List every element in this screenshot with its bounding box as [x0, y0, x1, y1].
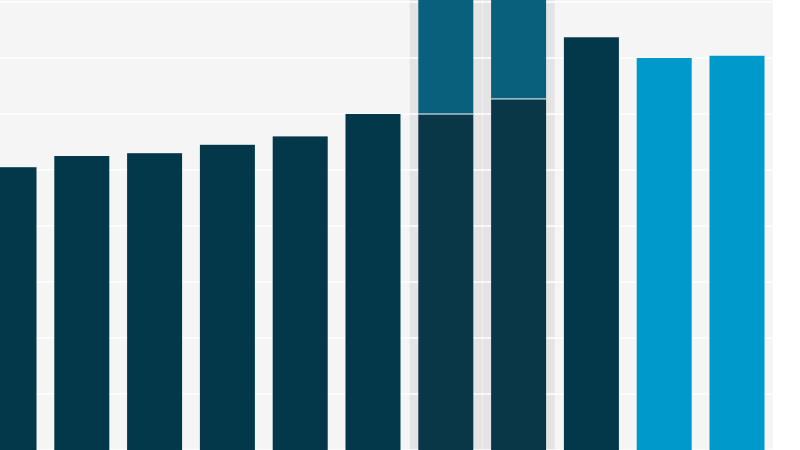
- bar-3-series-0: [199, 144, 255, 450]
- bar-8-series-0: [563, 37, 619, 450]
- bar-0-series-0: [0, 167, 37, 450]
- bar-4-series-0: [272, 136, 328, 450]
- bar-7-series-1: [491, 0, 547, 99]
- bar-6-series-1: [418, 0, 474, 114]
- bar-9-series-0: [636, 58, 692, 450]
- bar-5-series-0: [345, 114, 401, 450]
- bar-1-series-0: [54, 156, 110, 450]
- bar-7-series-0: [491, 98, 547, 450]
- plot-area: [0, 0, 765, 450]
- bar-10-series-0: [709, 55, 765, 450]
- bars: [0, 0, 765, 450]
- bar-2-series-0: [127, 153, 183, 450]
- bar-6-series-0: [418, 114, 474, 450]
